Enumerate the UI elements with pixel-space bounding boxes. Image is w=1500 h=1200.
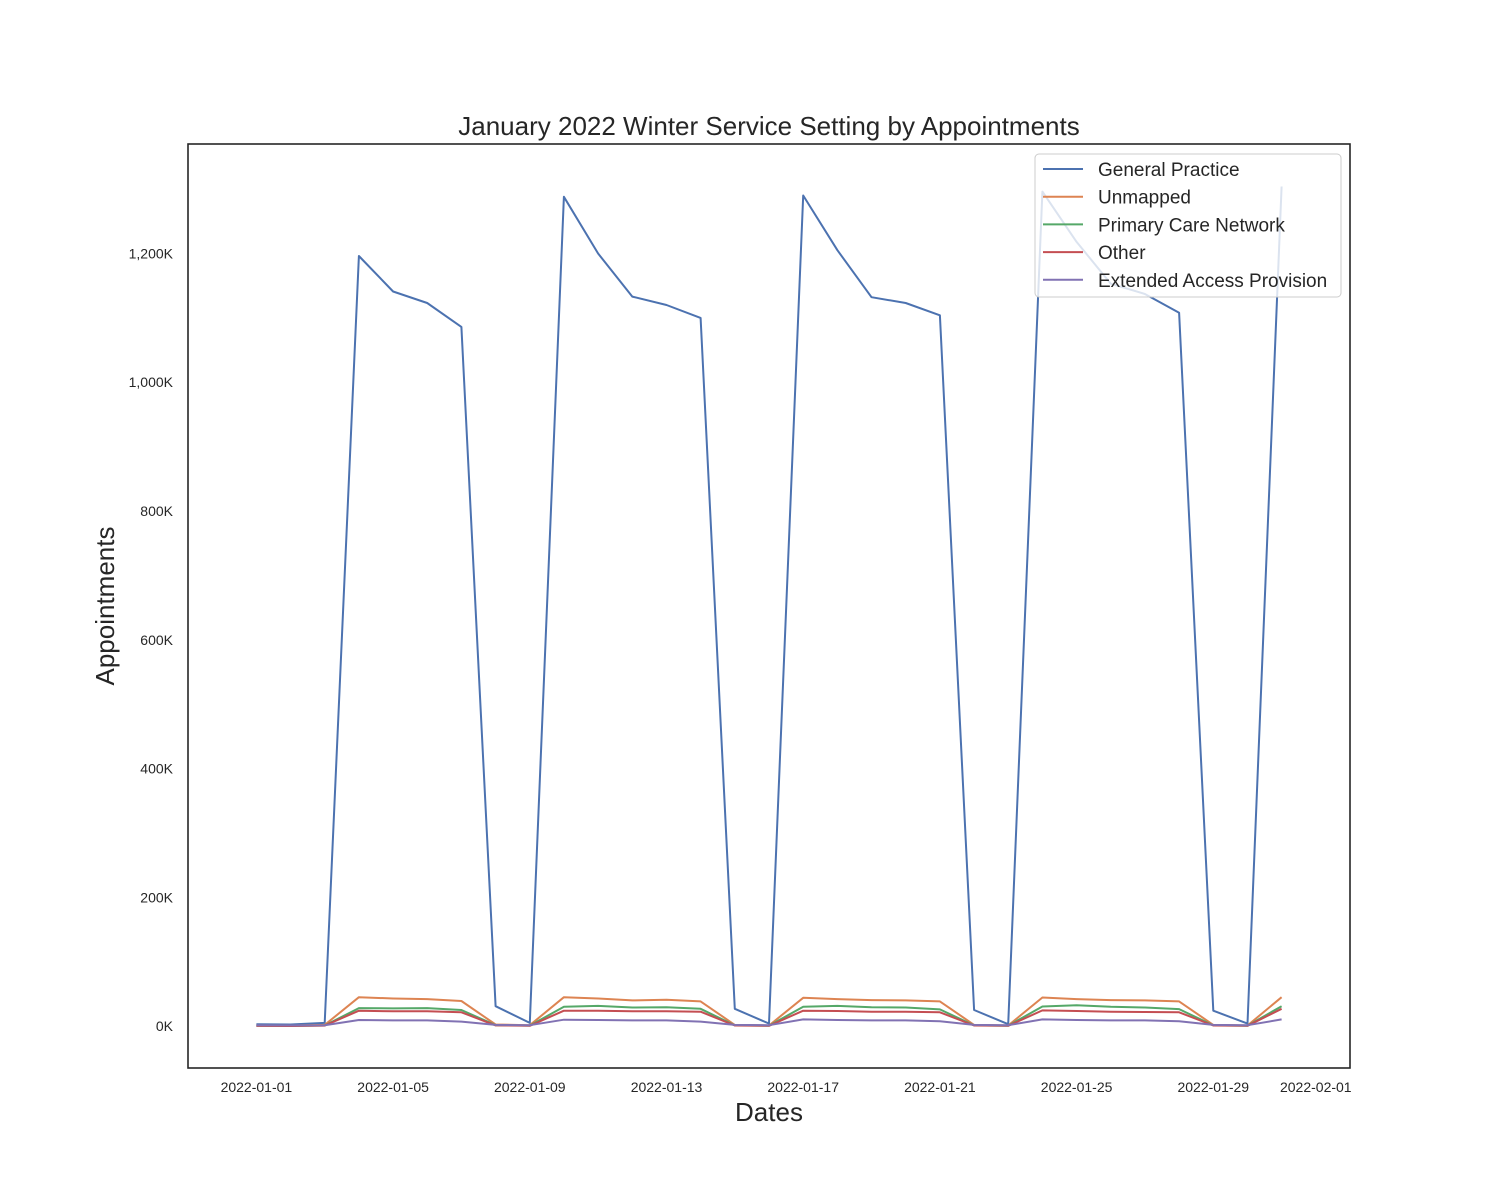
x-tick-label: 2022-01-09 [494, 1079, 566, 1095]
x-tick-label: 2022-01-05 [357, 1079, 429, 1095]
x-tick-label: 2022-01-25 [1041, 1079, 1113, 1095]
x-axis-ticks: 2022-01-01 2022-01-05 2022-01-09 2022-01-13… [221, 1079, 1352, 1095]
y-tick-label: 200K [140, 889, 173, 905]
y-tick-label: 1,000K [129, 374, 174, 390]
y-tick-label: 0K [156, 1018, 174, 1034]
y-tick-label: 1,200K [129, 246, 174, 262]
legend-label-2: Primary Care Network [1098, 215, 1285, 236]
x-tick-label: 2022-01-17 [767, 1079, 839, 1095]
y-tick-label: 600K [140, 632, 173, 648]
legend-label-1: Unmapped [1098, 188, 1191, 209]
x-tick-label: 2022-01-29 [1177, 1079, 1249, 1095]
x-tick-label: 2022-01-01 [221, 1079, 293, 1095]
x-tick-label: 2022-01-13 [631, 1079, 703, 1095]
legend-label-0: General Practice [1098, 160, 1240, 181]
x-tick-label: 2022-01-21 [904, 1079, 976, 1095]
y-axis-title: Appointments [90, 527, 120, 686]
legend: General Practice Unmapped Primary Care Net… [1034, 153, 1342, 298]
y-tick-label: 800K [140, 503, 173, 519]
plot-frame [187, 143, 1351, 1069]
x-axis-title: Dates [735, 1097, 803, 1127]
legend-label-4: Extended Access Provision [1098, 271, 1327, 292]
y-axis-ticks: 0K 200K 400K 600K 800K 1,000K 1,200K [129, 246, 174, 1035]
x-tick-label: 2022-02-01 [1280, 1079, 1352, 1095]
y-tick-label: 400K [140, 761, 173, 777]
legend-label-3: Other [1098, 243, 1146, 264]
legend-frame [1034, 153, 1342, 298]
chart-title: January 2022 Winter Service Setting by A… [458, 111, 1079, 141]
series-line-4 [256, 1018, 1282, 1027]
